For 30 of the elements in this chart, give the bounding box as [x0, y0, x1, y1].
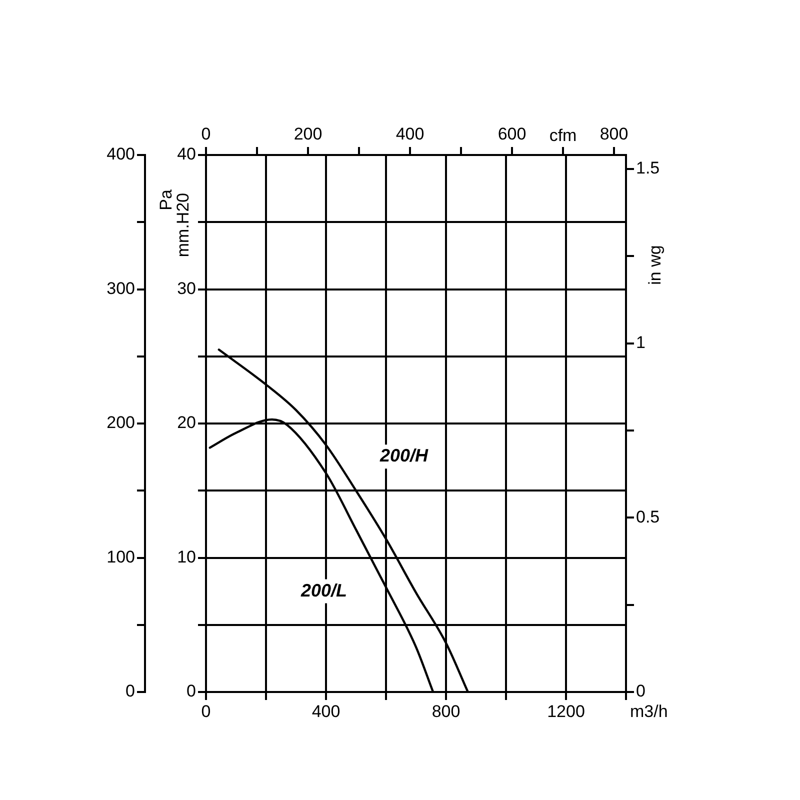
x2-tick-label: 600 — [498, 124, 526, 144]
x2-tick-label: 400 — [396, 124, 424, 144]
x-tick-label: 800 — [432, 702, 460, 721]
y-tick-label: 20 — [177, 413, 196, 432]
y3-tick-label: 400 — [106, 144, 135, 164]
y3-tick-label: 100 — [106, 547, 135, 566]
x2-tick-label: 800 — [600, 124, 628, 144]
x2-axis-title: cfm — [549, 126, 577, 146]
y2-tick-label: 0.5 — [636, 507, 660, 526]
x2-tick-label: 200 — [294, 124, 322, 144]
y-axis-title: mm.H20 — [174, 192, 193, 258]
series-label: 200/H — [378, 446, 430, 466]
y-tick-label: 0 — [186, 682, 196, 701]
y3-axis-title: Pa — [156, 189, 176, 210]
y-tick-label: 40 — [177, 144, 196, 164]
x2-tick-label: 0 — [201, 124, 211, 144]
y3-tick-label: 300 — [106, 278, 135, 298]
y2-tick-label: 0 — [636, 682, 646, 701]
y2-tick-label: 1.5 — [636, 158, 660, 178]
x-tick-label: 400 — [312, 702, 340, 721]
y2-axis-title: in wg — [646, 245, 665, 285]
x-tick-label: 0 — [201, 702, 211, 721]
x-axis-title: m3/h — [630, 702, 668, 722]
y2-tick-label: 1 — [636, 332, 646, 352]
x-tick-label: 1200 — [547, 702, 585, 721]
y-tick-label: 10 — [177, 547, 196, 566]
y3-tick-label: 0 — [126, 682, 135, 701]
y3-tick-label: 200 — [106, 413, 135, 432]
y-tick-label: 30 — [177, 278, 196, 298]
series-label: 200/L — [300, 580, 348, 600]
